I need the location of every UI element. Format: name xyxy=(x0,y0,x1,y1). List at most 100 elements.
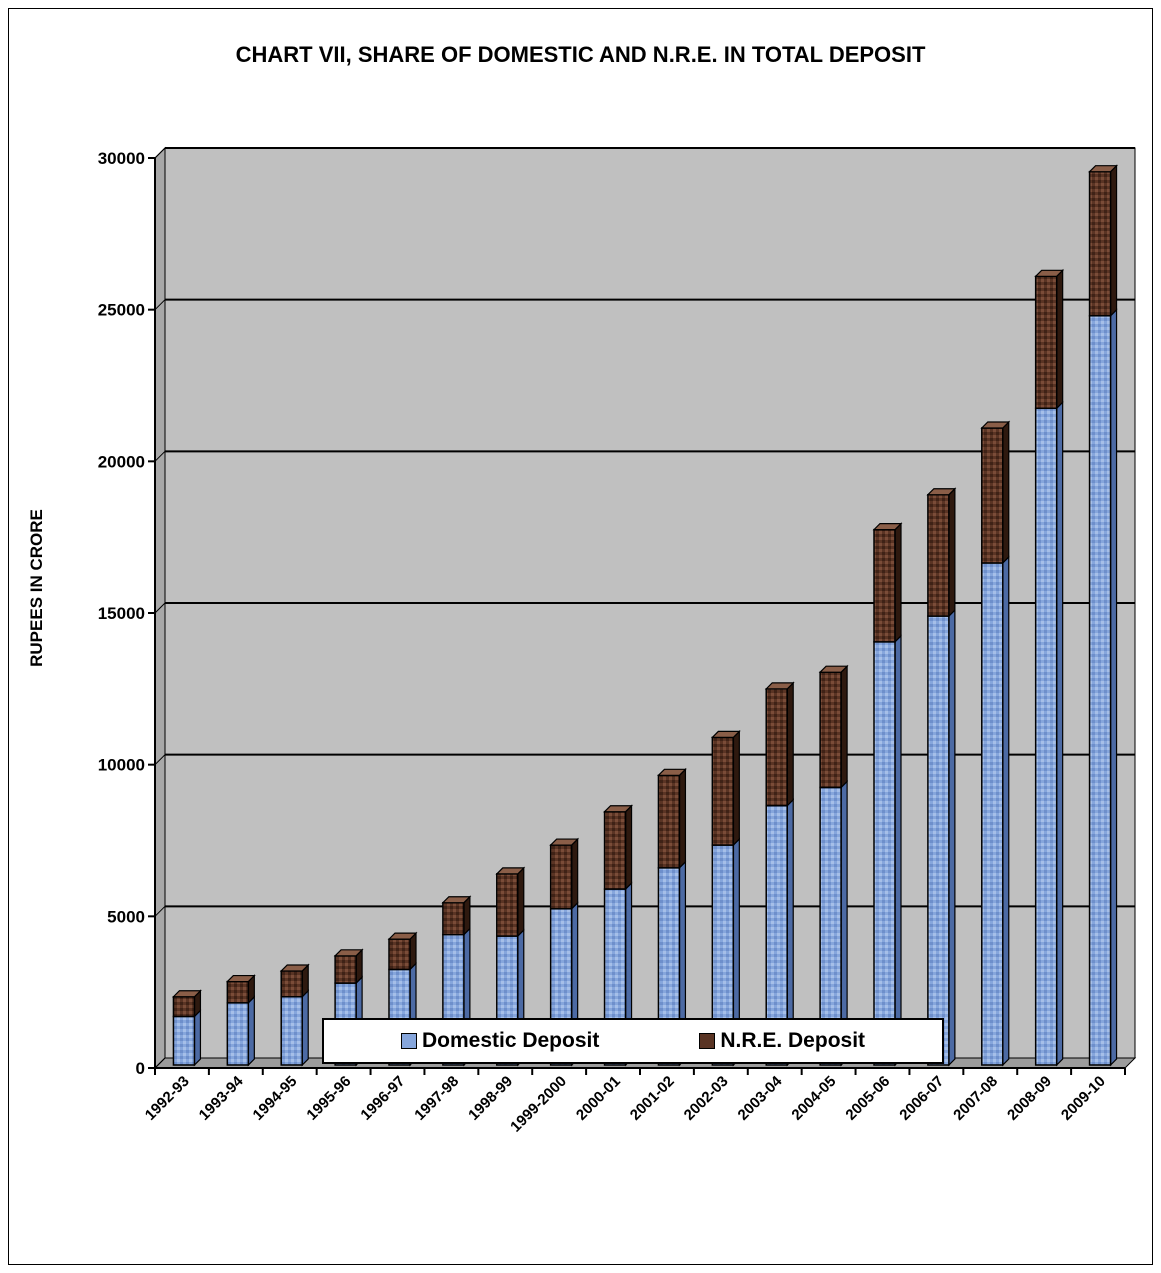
bar-side-nre xyxy=(517,866,525,938)
bar-side-nre xyxy=(678,767,687,870)
x-tick-label: 2009-10 xyxy=(1058,1073,1109,1124)
bar-nre xyxy=(765,688,788,807)
x-tick-label: 2003-04 xyxy=(735,1072,786,1123)
bar-side-nre xyxy=(1056,268,1064,410)
gridline-side xyxy=(154,299,166,311)
bar-top-nre xyxy=(764,682,795,690)
bar-domestic xyxy=(172,1015,196,1066)
legend-item-domestic: Domestic Deposit xyxy=(400,1029,600,1053)
x-tick-label: 2004-05 xyxy=(788,1073,839,1124)
bar-top-nre xyxy=(710,730,741,739)
bar-side-nre xyxy=(894,522,902,644)
y-tick-label: 10000 xyxy=(98,756,145,775)
x-tick-label: 1994-95 xyxy=(250,1073,301,1124)
bar-top-nre xyxy=(980,421,1011,429)
bar-top-nre xyxy=(225,974,256,983)
bar-domestic xyxy=(226,1002,250,1066)
bar-domestic xyxy=(981,562,1004,1066)
bar-nre xyxy=(981,427,1004,564)
bar-nre xyxy=(496,873,519,937)
x-tick-label: 1996-97 xyxy=(357,1073,408,1124)
bar-side-nre xyxy=(1109,164,1118,318)
gridline-side xyxy=(154,1057,166,1069)
bar-side-nre xyxy=(571,837,579,911)
x-tick-label: 1992-93 xyxy=(142,1073,193,1124)
x-tick-label: 2007-08 xyxy=(950,1073,1001,1124)
bar-side-domestic xyxy=(894,634,902,1067)
x-tick-label: 2005-06 xyxy=(842,1073,893,1124)
bar-top-nre xyxy=(495,867,526,875)
bar-nre xyxy=(819,671,842,789)
gridline-side xyxy=(154,450,166,462)
x-tick-label: 1997-98 xyxy=(411,1073,462,1124)
bar-nre xyxy=(927,493,950,617)
bar-nre xyxy=(172,996,196,1018)
y-tick-label: 30000 xyxy=(98,149,145,168)
gridline-side xyxy=(154,602,166,614)
bar-top-nre xyxy=(656,768,687,776)
bar-side-nre xyxy=(786,681,794,808)
bar-side-domestic xyxy=(301,989,309,1067)
legend-label-domestic: Domestic Deposit xyxy=(421,1029,600,1052)
gridline-side xyxy=(154,905,166,917)
bar-nre xyxy=(549,844,573,910)
legend-label-nre: N.R.E. Deposit xyxy=(720,1029,866,1052)
y-tick-label: 0 xyxy=(136,1059,145,1078)
y-axis-label: RUPEES IN CRORE xyxy=(27,509,46,667)
bar-domestic xyxy=(280,996,303,1066)
bar-side-domestic xyxy=(948,608,956,1067)
x-tick-label: 2002-03 xyxy=(681,1073,732,1124)
x-tick-label: 2000-01 xyxy=(573,1073,624,1124)
bar-side-nre xyxy=(624,804,633,891)
bar-top-nre xyxy=(279,964,310,972)
bar-side-nre xyxy=(732,729,740,847)
bar-nre xyxy=(1034,275,1058,410)
legend-swatch-domestic xyxy=(400,1033,417,1049)
bar-side-domestic xyxy=(1002,555,1010,1067)
bar-top-nre xyxy=(441,896,472,904)
bar-top-nre xyxy=(818,665,849,673)
bar-top-nre xyxy=(1088,165,1119,173)
bar-top-nre xyxy=(872,523,903,531)
bar-side-nre xyxy=(840,664,848,789)
bar-domestic xyxy=(1034,407,1058,1066)
bar-nre xyxy=(280,970,303,998)
bar-top-nre xyxy=(387,932,418,940)
bar-nre xyxy=(334,955,357,984)
bar-top-nre xyxy=(171,990,202,998)
bar-nre xyxy=(442,901,465,936)
bar-side-domestic xyxy=(193,1009,202,1067)
x-tick-label: 1993-94 xyxy=(196,1072,247,1123)
bar-domestic xyxy=(1088,315,1112,1066)
bar-side-nre xyxy=(1002,420,1010,565)
x-tick-label: 2006-07 xyxy=(896,1073,947,1124)
bar-nre xyxy=(873,528,896,643)
x-tick-label: 1999-2000 xyxy=(507,1073,570,1136)
bar-top-nre xyxy=(333,949,364,957)
chart-title: CHART VII, SHARE OF DOMESTIC AND N.R.E. … xyxy=(235,42,926,67)
bar-top-nre xyxy=(603,805,634,813)
bar-nre xyxy=(657,774,681,869)
y-tick-label: 15000 xyxy=(98,604,145,623)
x-tick-label: 2001-02 xyxy=(627,1073,678,1124)
x-tick-label: 1995-96 xyxy=(303,1073,354,1124)
bar-nre xyxy=(1088,170,1112,317)
x-tick-label: 1998-99 xyxy=(465,1073,516,1124)
y-tick-label: 25000 xyxy=(98,301,145,320)
y-tick-label: 20000 xyxy=(98,452,145,471)
bar-side-domestic xyxy=(247,995,255,1067)
gridline-side xyxy=(154,754,166,766)
y-tick-label: 5000 xyxy=(107,907,145,926)
bar-side-domestic xyxy=(1109,308,1118,1067)
gridline-side xyxy=(154,147,166,159)
legend-swatch-nre xyxy=(699,1033,716,1049)
legend: Domestic Deposit N.R.E. Deposit xyxy=(322,1018,944,1064)
legend-item-nre: N.R.E. Deposit xyxy=(699,1029,865,1053)
bar-top-nre xyxy=(1034,269,1065,277)
bar-side-nre xyxy=(948,487,956,618)
bar-domestic xyxy=(873,641,896,1066)
bar-domestic xyxy=(927,615,950,1066)
x-tick-label: 2008-09 xyxy=(1004,1073,1055,1124)
